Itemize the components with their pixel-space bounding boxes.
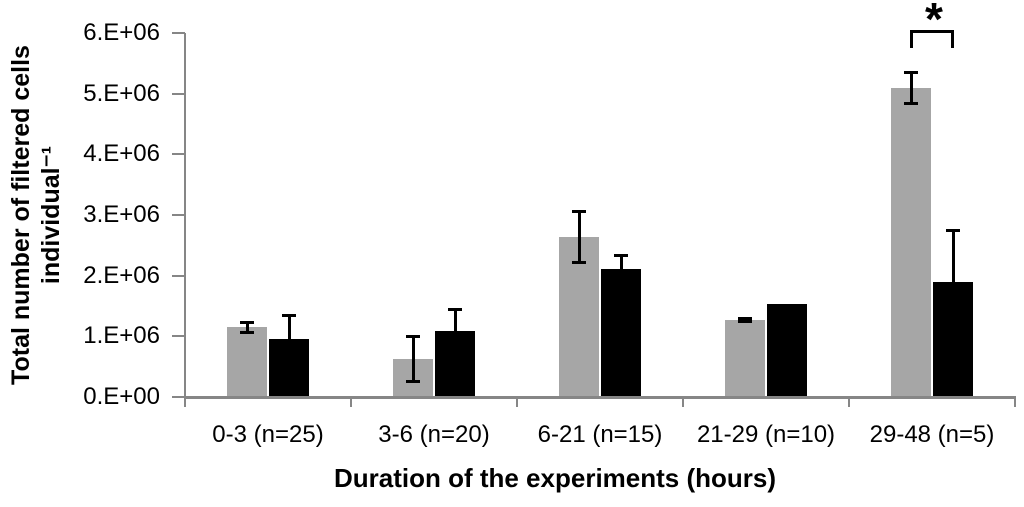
error-bar-cap-bottom-gray-bars-4 xyxy=(738,320,752,324)
x-tick-mark xyxy=(682,398,684,407)
x-axis-line xyxy=(184,396,1016,399)
error-bar-cap-bottom-black-bars-1 xyxy=(282,360,296,364)
error-bar-line-gray-bars-3 xyxy=(577,211,581,263)
error-bar-cap-top-black-bars-1 xyxy=(282,314,296,318)
y-axis-line xyxy=(184,33,186,398)
error-bar-cap-top-gray-bars-2 xyxy=(406,334,420,338)
error-bar-cap-bottom-gray-bars-3 xyxy=(572,260,586,264)
x-tick-label: 3-6 (n=20) xyxy=(378,421,490,448)
significance-asterisk: * xyxy=(925,0,943,45)
error-bar-cap-bottom-gray-bars-2 xyxy=(406,379,420,383)
error-bar-cap-top-gray-bars-3 xyxy=(572,209,586,213)
error-bar-line-black-bars-1 xyxy=(287,315,291,362)
error-bar-line-gray-bars-2 xyxy=(411,336,415,382)
error-bar-cap-top-black-bars-3 xyxy=(614,254,628,258)
y-tick-mark xyxy=(172,153,185,156)
error-bar-cap-bottom-black-bars-3 xyxy=(614,280,628,284)
error-bar-cap-bottom-gray-bars-5 xyxy=(904,102,918,106)
error-bar-cap-top-gray-bars-5 xyxy=(904,70,918,74)
error-bar-cap-top-black-bars-5 xyxy=(946,228,960,232)
significance-bracket-left-arm xyxy=(910,30,913,48)
error-bar-line-black-bars-5 xyxy=(951,230,955,334)
y-tick-mark xyxy=(172,32,185,34)
error-bar-line-gray-bars-5 xyxy=(909,72,913,104)
bar-gray-bars-5 xyxy=(891,88,931,397)
x-tick-mark xyxy=(516,398,518,407)
error-bar-line-black-bars-2 xyxy=(453,309,457,353)
y-tick-mark xyxy=(172,396,185,398)
y-tick-mark xyxy=(172,92,185,95)
y-tick-label: 0.E+00 xyxy=(83,383,160,410)
x-tick-label: 0-3 (n=25) xyxy=(212,421,324,448)
x-tick-mark xyxy=(350,398,352,407)
y-tick-label: 4.E+06 xyxy=(83,140,160,168)
bar-black-bars-4 xyxy=(767,304,807,397)
y-tick-label: 2.E+06 xyxy=(83,261,160,289)
error-bar-cap-bottom-black-bars-2 xyxy=(448,351,462,355)
error-bar-cap-bottom-black-bars-5 xyxy=(946,331,960,335)
significance-bracket-right-arm xyxy=(951,30,954,48)
y-tick-mark xyxy=(172,335,185,338)
significance-bracket-top xyxy=(910,30,954,33)
y-tick-label: 6.E+06 xyxy=(83,19,160,46)
y-tick-label: 1.E+06 xyxy=(83,322,160,350)
error-bar-cap-top-gray-bars-1 xyxy=(240,320,254,324)
bar-black-bars-3 xyxy=(601,268,641,397)
error-bar-line-gray-bars-1 xyxy=(245,322,249,333)
y-tick-mark xyxy=(172,274,185,277)
x-tick-label: 21-29 (n=10) xyxy=(696,421,836,448)
x-tick-label: 6-21 (n=15) xyxy=(537,421,663,448)
error-bar-cap-top-gray-bars-4 xyxy=(738,316,752,320)
x-tick-mark xyxy=(184,398,186,407)
y-tick-mark xyxy=(172,214,185,216)
x-axis-title: Duration of the experiments (hours) xyxy=(333,463,777,493)
x-tick-mark xyxy=(1014,398,1016,407)
error-bar-cap-top-black-bars-2 xyxy=(448,307,462,311)
y-tick-label: 5.E+06 xyxy=(83,79,160,107)
error-bar-line-gray-bars-4 xyxy=(743,318,747,322)
bar-gray-bars-1 xyxy=(227,327,267,397)
x-tick-mark xyxy=(848,398,850,407)
error-bar-cap-bottom-gray-bars-1 xyxy=(240,330,254,334)
y-tick-label: 3.E+06 xyxy=(83,201,160,228)
x-tick-label: 29-48 (n=5) xyxy=(869,421,995,448)
error-bar-line-black-bars-3 xyxy=(619,255,623,283)
bar-gray-bars-4 xyxy=(725,319,765,397)
